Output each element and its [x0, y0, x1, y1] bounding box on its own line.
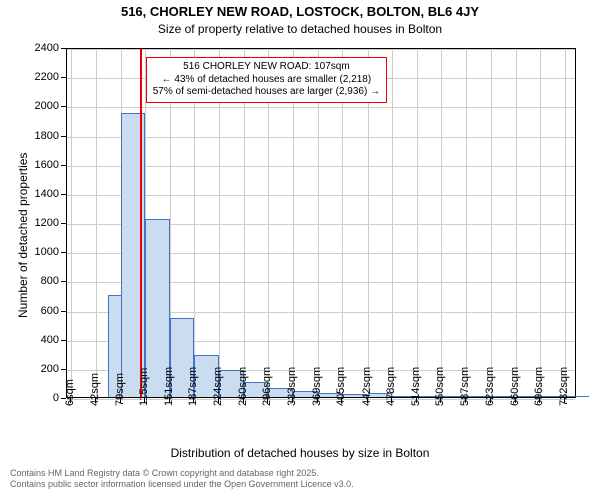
ytick-label: 200 — [41, 363, 59, 375]
chart-title: 516, CHORLEY NEW ROAD, LOSTOCK, BOLTON, … — [0, 4, 600, 19]
ytick-label: 1200 — [35, 217, 59, 229]
ytick-label: 2400 — [35, 42, 59, 54]
chart-subtitle: Size of property relative to detached ho… — [0, 22, 600, 36]
ytick-label: 800 — [41, 275, 59, 287]
ytick-label: 600 — [41, 305, 59, 317]
annotation-line1: 516 CHORLEY NEW ROAD: 107sqm — [153, 61, 380, 74]
gridline-v — [516, 49, 517, 397]
chart-container: 516, CHORLEY NEW ROAD, LOSTOCK, BOLTON, … — [0, 0, 600, 500]
xtick-label: 151sqm — [163, 367, 175, 406]
gridline-v — [392, 49, 393, 397]
y-axis-label: Number of detached properties — [16, 153, 30, 318]
xtick-label: 514sqm — [410, 367, 422, 406]
footer-line2: Contains public sector information licen… — [10, 479, 354, 490]
gridline-v — [417, 49, 418, 397]
ytick-label: 1400 — [35, 188, 59, 200]
xtick-label: 478sqm — [385, 367, 397, 406]
xtick-label: 732sqm — [558, 367, 570, 406]
gridline-v — [491, 49, 492, 397]
ytick-label: 0 — [53, 392, 59, 404]
xtick-label: 6sqm — [64, 379, 76, 406]
xtick-label: 296sqm — [261, 367, 273, 406]
footer: Contains HM Land Registry data © Crown c… — [10, 468, 354, 490]
gridline-h — [67, 49, 575, 50]
xtick-label: 42sqm — [89, 373, 101, 406]
annotation-box: 516 CHORLEY NEW ROAD: 107sqm ← 43% of de… — [146, 57, 387, 103]
xtick-label: 369sqm — [311, 367, 323, 406]
gridline-v — [565, 49, 566, 397]
ytick-label: 1600 — [35, 159, 59, 171]
xtick-label: 405sqm — [335, 367, 347, 406]
plot-area: 516 CHORLEY NEW ROAD: 107sqm ← 43% of de… — [66, 48, 576, 398]
gridline-v — [71, 49, 72, 397]
xtick-label: 333sqm — [286, 367, 298, 406]
gridline-v — [96, 49, 97, 397]
annotation-line2: ← 43% of detached houses are smaller (2,… — [153, 74, 380, 87]
xtick-label: 115sqm — [138, 368, 150, 406]
ytick-label: 1000 — [35, 246, 59, 258]
gridline-v — [466, 49, 467, 397]
xtick-label: 550sqm — [434, 367, 446, 406]
xtick-label: 660sqm — [509, 367, 521, 406]
footer-line1: Contains HM Land Registry data © Crown c… — [10, 468, 354, 479]
gridline-v — [441, 49, 442, 397]
xtick-label: 696sqm — [533, 367, 545, 406]
annotation-line3: 57% of semi-detached houses are larger (… — [153, 86, 380, 99]
x-axis-label: Distribution of detached houses by size … — [0, 446, 600, 460]
ytick-label: 2200 — [35, 71, 59, 83]
xtick-label: 187sqm — [187, 367, 199, 406]
xtick-label: 442sqm — [361, 367, 373, 406]
ytick-label: 2000 — [35, 100, 59, 112]
xtick-label: 79sqm — [114, 373, 126, 406]
xtick-label: 587sqm — [459, 367, 471, 406]
ytick-label: 400 — [41, 334, 59, 346]
ytick-label: 1800 — [35, 130, 59, 142]
xtick-label: 224sqm — [212, 367, 224, 406]
gridline-v — [540, 49, 541, 397]
xtick-label: 260sqm — [237, 367, 249, 406]
marker-line — [140, 49, 142, 397]
xtick-label: 623sqm — [484, 367, 496, 406]
gridline-h — [67, 107, 575, 108]
